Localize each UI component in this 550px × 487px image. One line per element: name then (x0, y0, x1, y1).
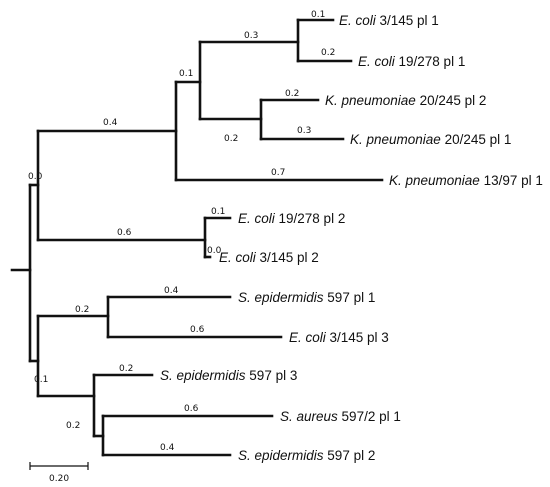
branch-length-labels: 0.1 0.2 0.3 0.2 0.3 0.2 0.1 0.7 0.4 0.1 … (28, 10, 335, 453)
branch-length-label: 0.1 (311, 10, 325, 20)
branch-length-label: 0.1 (179, 69, 193, 79)
branch-length-label: 0.6 (184, 404, 199, 414)
taxon-label: E. coli 19/278 pl 2 (238, 211, 345, 226)
taxon-label: E. coli 19/278 pl 1 (358, 54, 465, 69)
branch-length-label: 0.4 (160, 443, 175, 453)
taxon-label: E. coli 3/145 pl 1 (339, 13, 439, 28)
branch-length-label: 0.7 (271, 168, 285, 178)
scale-bar: 0.20 (29, 462, 89, 484)
taxon-labels: E. coli 3/145 pl 1 E. coli 19/278 pl 1 K… (160, 13, 543, 463)
branch-length-label: 0.2 (66, 421, 80, 431)
branch-length-label: 0.3 (244, 31, 258, 41)
taxon-label: E. coli 3/145 pl 3 (289, 330, 389, 345)
branch-length-label: 0.0 (207, 246, 222, 256)
branch-length-label: 0.6 (117, 228, 132, 238)
taxon-label: S. epidermidis 597 pl 2 (238, 448, 375, 463)
branch-length-label: 0.1 (34, 375, 48, 385)
branch-length-label: 0.4 (164, 286, 179, 296)
tree-branches (10, 18, 384, 457)
branch-length-label: 0.2 (321, 48, 335, 58)
branch-length-label: 0.2 (119, 364, 133, 374)
taxon-label: S. aureus 597/2 pl 1 (280, 409, 401, 424)
branch-length-label: 0.2 (224, 134, 238, 144)
branch-length-label: 0.4 (103, 118, 118, 128)
branch-length-label: 0.2 (75, 305, 89, 315)
branch-length-label: 0.3 (297, 126, 311, 136)
taxon-label: S. epidermidis 597 pl 1 (238, 290, 375, 305)
taxon-label: S. epidermidis 597 pl 3 (160, 368, 297, 383)
taxon-label: K. pneumoniae 20/245 pl 1 (350, 132, 511, 147)
branch-length-label: 0.1 (211, 207, 225, 217)
branch-length-label: 0.6 (190, 325, 205, 335)
scale-bar-label: 0.20 (49, 474, 69, 484)
branch-length-label: 0.0 (28, 172, 43, 182)
taxon-label: E. coli 3/145 pl 2 (219, 250, 319, 265)
taxon-label: K. pneumoniae 13/97 pl 1 (389, 173, 543, 188)
taxon-label: K. pneumoniae 20/245 pl 2 (325, 93, 486, 108)
branch-length-label: 0.2 (285, 89, 299, 99)
scale-bar-line (29, 462, 89, 470)
